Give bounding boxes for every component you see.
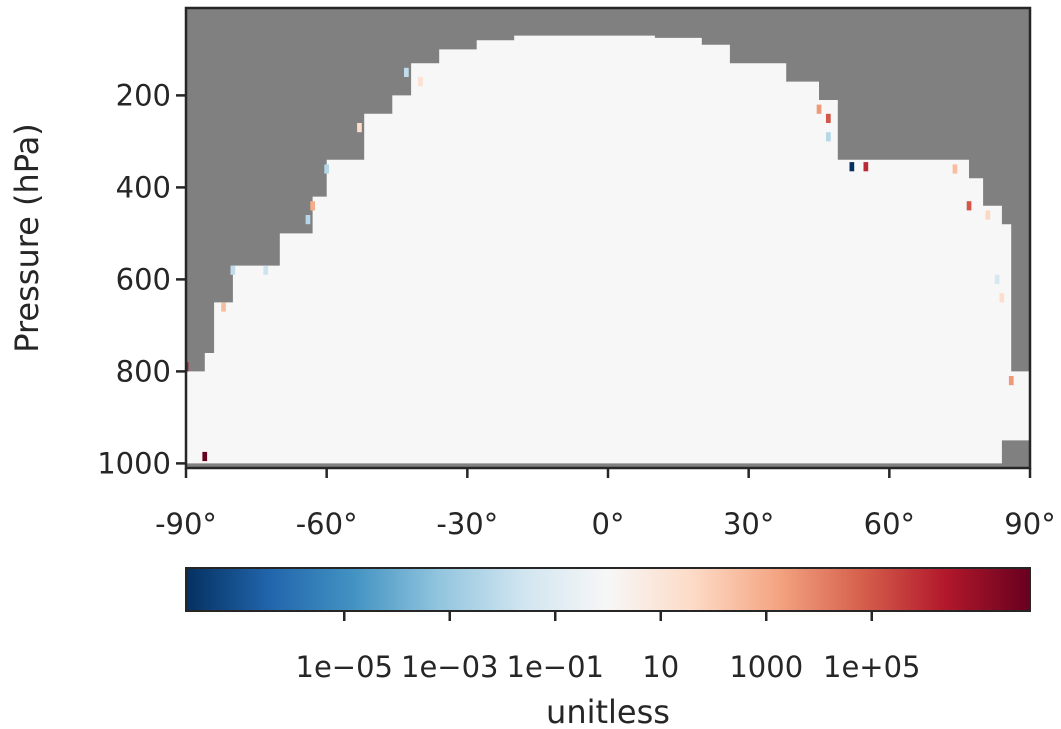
x-tick-label: 90° bbox=[1004, 507, 1055, 541]
colorbar-tick-label: 1e−05 bbox=[296, 650, 394, 684]
x-tick-label: -30° bbox=[436, 507, 498, 541]
data-cell bbox=[849, 162, 855, 172]
x-axis: -90° -60° -30° 0° 30° 60° 90° bbox=[155, 468, 1056, 541]
data-cell bbox=[999, 293, 1005, 303]
y-tick-label: 200 bbox=[116, 78, 171, 112]
data-cell bbox=[202, 451, 208, 462]
data-cell bbox=[994, 274, 1000, 284]
y-tick-label: 800 bbox=[116, 354, 171, 388]
data-cell bbox=[816, 104, 822, 114]
data-cell bbox=[263, 265, 269, 275]
data-layer bbox=[186, 35, 1030, 464]
plot-area bbox=[184, 6, 1032, 470]
data-cell bbox=[230, 265, 236, 275]
colorbar-tick-label: 10 bbox=[642, 650, 679, 684]
colorbar-tick-label: 1000 bbox=[729, 650, 803, 684]
colorbar-gradient bbox=[185, 567, 1031, 612]
data-cell bbox=[357, 123, 362, 133]
data-cell bbox=[985, 210, 991, 220]
data-cell bbox=[310, 201, 315, 211]
data-cell bbox=[404, 67, 409, 77]
data-cell bbox=[324, 164, 329, 174]
colorbar: 1e−05 1e−03 1e−01 10 1000 1e+05 unitless bbox=[185, 567, 1031, 729]
data-cell bbox=[1008, 376, 1014, 386]
x-tick-label: 0° bbox=[592, 507, 625, 541]
colorbar-tick-label: 1e+05 bbox=[823, 650, 921, 684]
data-cell bbox=[305, 215, 311, 225]
x-tick-label: 30° bbox=[723, 507, 774, 541]
y-axis: 200 400 600 800 1000 bbox=[97, 78, 186, 480]
data-cell bbox=[418, 77, 423, 87]
data-cell bbox=[952, 164, 958, 174]
x-tick-label: 60° bbox=[864, 507, 915, 541]
data-cell bbox=[863, 162, 869, 172]
data-cell bbox=[826, 113, 831, 123]
x-tick-label: -60° bbox=[296, 507, 358, 541]
data-region bbox=[186, 35, 1030, 464]
colorbar-label: unitless bbox=[546, 693, 670, 729]
colorbar-tick-label: 1e−01 bbox=[507, 650, 605, 684]
data-cell bbox=[826, 132, 831, 142]
y-tick-label: 600 bbox=[116, 262, 171, 296]
colorbar-ticks: 1e−05 1e−03 1e−01 10 1000 1e+05 bbox=[296, 611, 921, 684]
data-cell bbox=[221, 302, 226, 312]
x-tick-label: -90° bbox=[155, 507, 217, 541]
colorbar-tick-label: 1e−03 bbox=[401, 650, 499, 684]
data-cell bbox=[966, 201, 972, 211]
y-tick-label: 400 bbox=[116, 170, 171, 204]
y-tick-label: 1000 bbox=[97, 446, 171, 480]
y-axis-title: Pressure (hPa) bbox=[8, 123, 46, 353]
